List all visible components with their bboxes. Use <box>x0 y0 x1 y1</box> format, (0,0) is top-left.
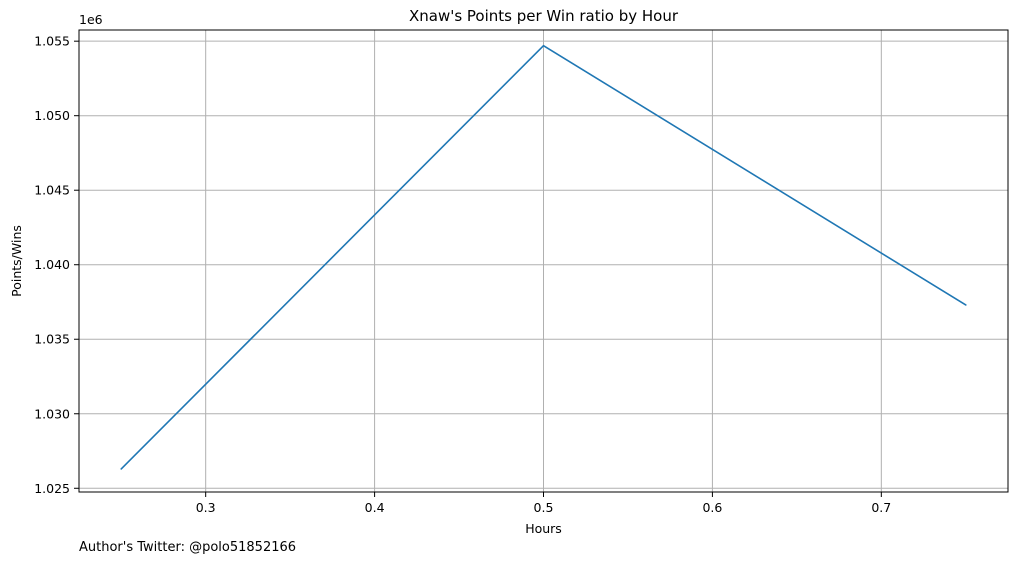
x-tick-label: 0.4 <box>365 500 385 515</box>
y-axis-label: Points/Wins <box>9 225 24 297</box>
grid-lines <box>79 30 1008 492</box>
y-axis-ticks: 1.025 1.030 1.035 1.040 1.045 1.050 1.055 <box>34 34 79 496</box>
x-tick-label: 0.7 <box>871 500 891 515</box>
x-axis-label: Hours <box>525 521 562 536</box>
y-tick-label: 1.030 <box>34 406 70 421</box>
chart-title: Xnaw's Points per Win ratio by Hour <box>409 7 679 25</box>
x-tick-label: 0.6 <box>702 500 722 515</box>
x-axis-ticks: 0.3 0.4 0.5 0.6 0.7 <box>196 492 891 515</box>
y-axis-offset-text: 1e6 <box>79 12 103 27</box>
x-tick-label: 0.3 <box>196 500 216 515</box>
y-tick-label: 1.035 <box>34 332 70 347</box>
y-tick-label: 1.025 <box>34 481 70 496</box>
series-layer <box>120 44 967 470</box>
y-tick-label: 1.045 <box>34 183 70 198</box>
author-credit: Author's Twitter: @polo51852166 <box>79 540 296 555</box>
y-tick-label: 1.050 <box>34 108 70 123</box>
y-tick-label: 1.040 <box>34 257 70 272</box>
y-tick-label: 1.055 <box>34 34 70 49</box>
series-line <box>120 44 967 470</box>
x-tick-label: 0.5 <box>534 500 554 515</box>
